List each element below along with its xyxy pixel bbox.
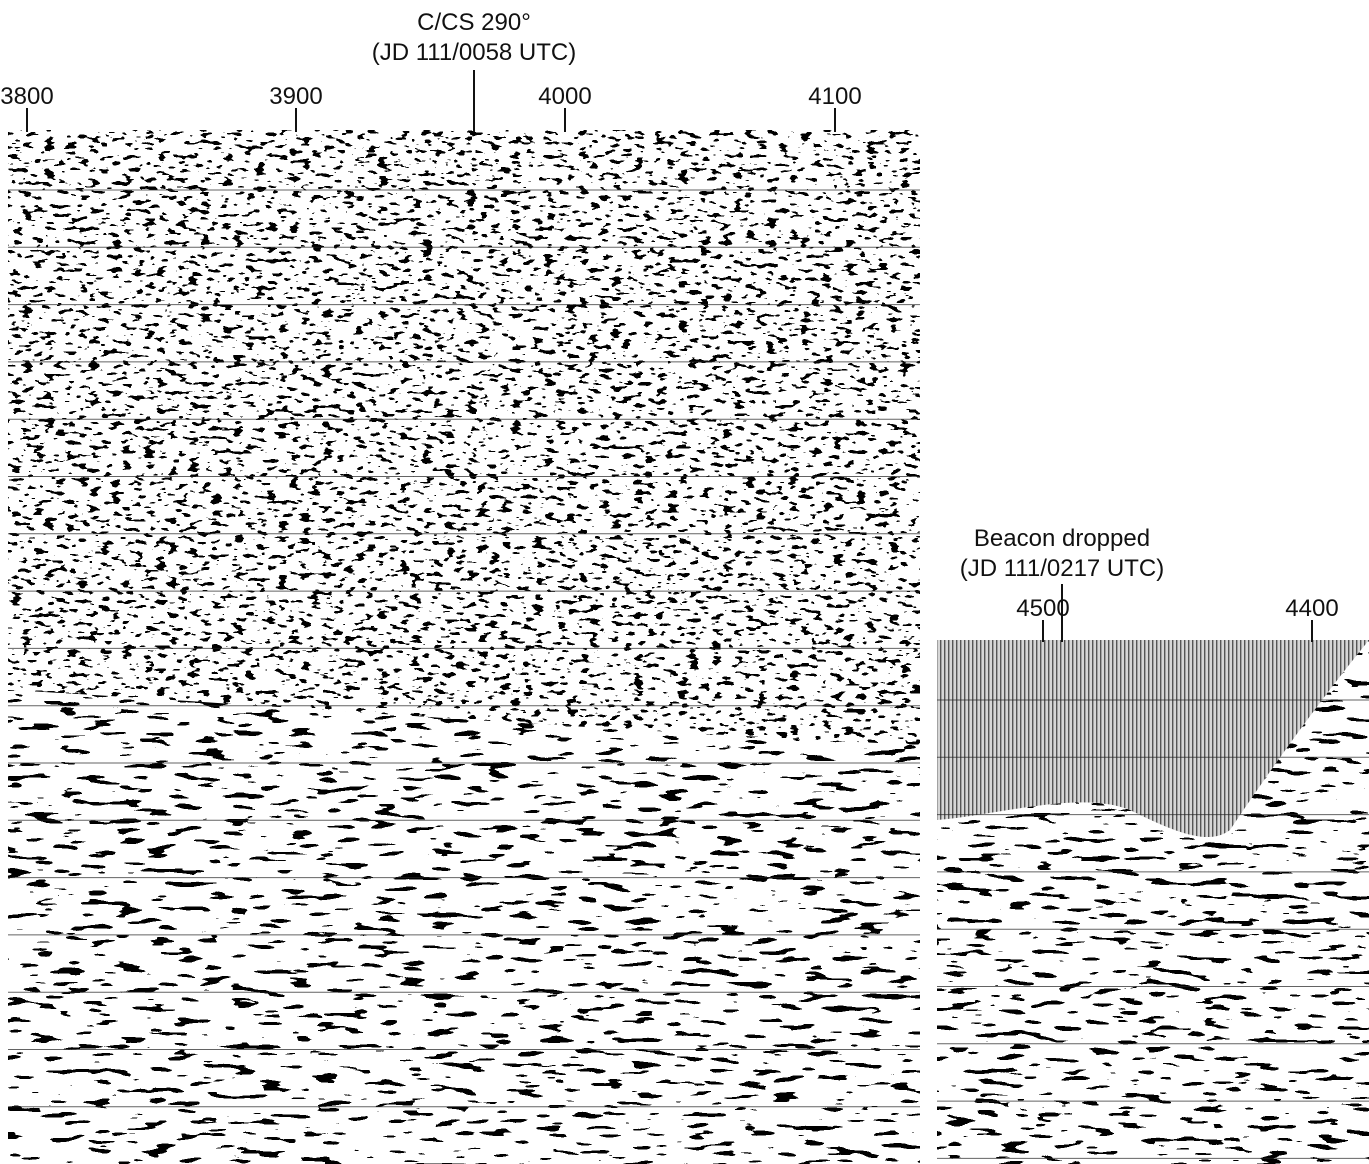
tick-label: 3900 [269,83,322,110]
annotation: (JD 111/0058 UTC) [372,39,577,66]
tick-label: 3800 [0,83,53,110]
seismic-figure: C/CS 290° (JD 111/0058 UTC) 3800 3900 40… [0,0,1369,1164]
tick-label: 4100 [808,83,861,110]
reflector-texture [8,680,920,1164]
left-panel [8,130,920,1164]
right-panel [937,640,1369,1164]
tick-label: 4000 [538,83,591,110]
annotation: C/CS 290° [417,9,531,36]
annotation: Beacon dropped [974,525,1150,552]
annotation: (JD 111/0217 UTC) [960,555,1165,582]
reflectors [8,680,920,1164]
tick-label: 4400 [1285,595,1338,622]
tick-label: 4500 [1016,595,1069,622]
